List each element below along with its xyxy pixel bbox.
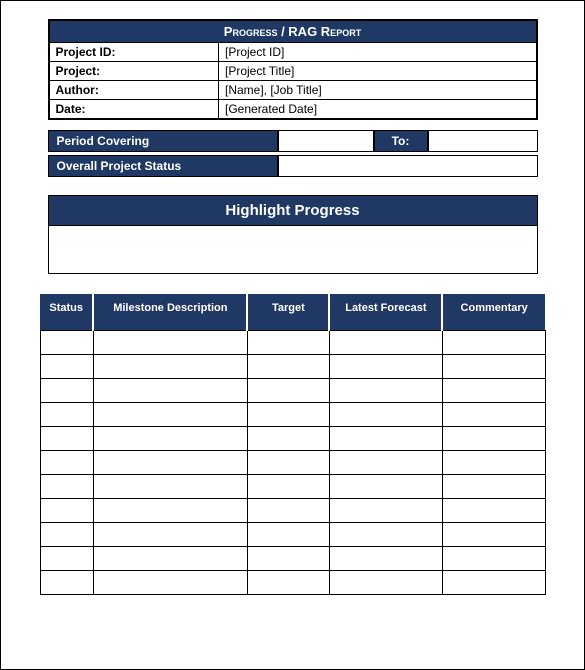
table-cell bbox=[93, 451, 247, 475]
table-row bbox=[40, 475, 545, 499]
table-cell bbox=[329, 475, 442, 499]
table-cell bbox=[40, 451, 93, 475]
table-header-row: Status Milestone Description Target Late… bbox=[40, 294, 545, 331]
table-row bbox=[40, 523, 545, 547]
table-cell bbox=[442, 499, 545, 523]
col-status: Status bbox=[40, 294, 93, 331]
period-from-value bbox=[278, 130, 374, 152]
table-cell bbox=[40, 571, 93, 595]
header-table: Progress / RAG Report Project ID: [Proje… bbox=[48, 19, 538, 120]
table-cell bbox=[329, 403, 442, 427]
table-row bbox=[40, 571, 545, 595]
table-cell bbox=[442, 451, 545, 475]
table-cell bbox=[247, 547, 329, 571]
table-row bbox=[40, 451, 545, 475]
value-author: [Name], [Job Title] bbox=[219, 81, 537, 100]
table-cell bbox=[247, 379, 329, 403]
label-author: Author: bbox=[49, 81, 219, 100]
overall-value bbox=[278, 155, 538, 177]
table-cell bbox=[40, 523, 93, 547]
table-cell bbox=[329, 427, 442, 451]
table-cell bbox=[442, 547, 545, 571]
highlight-body bbox=[48, 226, 538, 274]
overall-row: Overall Project Status bbox=[48, 155, 538, 177]
table-cell bbox=[329, 451, 442, 475]
col-milestone: Milestone Description bbox=[93, 294, 247, 331]
table-row bbox=[40, 355, 545, 379]
label-project: Project: bbox=[49, 62, 219, 81]
table-cell bbox=[247, 475, 329, 499]
table-cell bbox=[442, 331, 545, 355]
table-cell bbox=[247, 571, 329, 595]
table-cell bbox=[247, 523, 329, 547]
table-cell bbox=[93, 331, 247, 355]
table-cell bbox=[329, 571, 442, 595]
table-cell bbox=[40, 403, 93, 427]
table-cell bbox=[329, 331, 442, 355]
table-cell bbox=[40, 475, 93, 499]
table-cell bbox=[442, 427, 545, 451]
table-cell bbox=[40, 331, 93, 355]
table-cell bbox=[40, 379, 93, 403]
report-title: Progress / RAG Report bbox=[49, 20, 537, 43]
table-cell bbox=[329, 547, 442, 571]
table-cell bbox=[442, 571, 545, 595]
table-cell bbox=[247, 403, 329, 427]
table-row bbox=[40, 427, 545, 451]
table-body bbox=[40, 331, 545, 595]
table-cell bbox=[93, 523, 247, 547]
table-cell bbox=[329, 355, 442, 379]
table-cell bbox=[247, 499, 329, 523]
table-cell bbox=[247, 451, 329, 475]
table-row bbox=[40, 499, 545, 523]
table-row bbox=[40, 331, 545, 355]
table-cell bbox=[442, 475, 545, 499]
table-cell bbox=[93, 547, 247, 571]
label-project-id: Project ID: bbox=[49, 43, 219, 62]
value-date: [Generated Date] bbox=[219, 100, 537, 120]
period-to-label: To: bbox=[374, 130, 428, 152]
table-cell bbox=[40, 499, 93, 523]
table-cell bbox=[93, 427, 247, 451]
table-cell bbox=[442, 379, 545, 403]
table-cell bbox=[442, 403, 545, 427]
table-cell bbox=[329, 499, 442, 523]
progress-table: Status Milestone Description Target Late… bbox=[40, 294, 546, 595]
page: Progress / RAG Report Project ID: [Proje… bbox=[0, 0, 585, 670]
table-cell bbox=[93, 403, 247, 427]
col-target: Target bbox=[247, 294, 329, 331]
period-row: Period Covering To: bbox=[48, 130, 538, 152]
table-row bbox=[40, 403, 545, 427]
table-row bbox=[40, 379, 545, 403]
period-label: Period Covering bbox=[48, 130, 278, 152]
table-row bbox=[40, 547, 545, 571]
table-cell bbox=[40, 355, 93, 379]
table-cell bbox=[247, 355, 329, 379]
table-cell bbox=[442, 523, 545, 547]
overall-label: Overall Project Status bbox=[48, 155, 278, 177]
table-cell bbox=[247, 427, 329, 451]
col-forecast: Latest Forecast bbox=[329, 294, 442, 331]
value-project: [Project Title] bbox=[219, 62, 537, 81]
table-cell bbox=[329, 523, 442, 547]
table-cell bbox=[40, 547, 93, 571]
col-commentary: Commentary bbox=[442, 294, 545, 331]
table-cell bbox=[329, 379, 442, 403]
label-date: Date: bbox=[49, 100, 219, 120]
highlight-title: Highlight Progress bbox=[48, 195, 538, 226]
table-cell bbox=[93, 571, 247, 595]
table-cell bbox=[93, 379, 247, 403]
table-cell bbox=[93, 499, 247, 523]
table-cell bbox=[40, 427, 93, 451]
table-cell bbox=[247, 331, 329, 355]
table-cell bbox=[93, 475, 247, 499]
value-project-id: [Project ID] bbox=[219, 43, 537, 62]
table-cell bbox=[442, 355, 545, 379]
period-to-value bbox=[428, 130, 538, 152]
table-cell bbox=[93, 355, 247, 379]
